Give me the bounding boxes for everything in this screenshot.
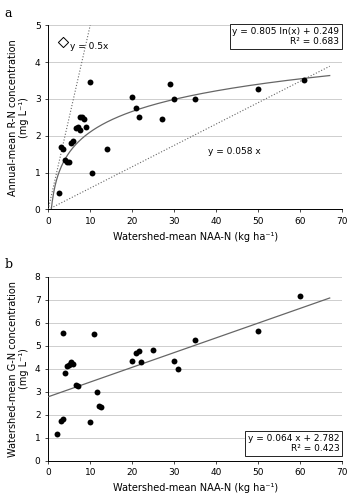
Point [77,114,83,122]
Point [79,114,84,122]
Point [151,346,156,354]
Point [60,144,66,152]
Point [66,362,72,370]
Point [73,381,78,389]
Point [171,95,177,103]
Point [167,80,173,88]
Point [60,38,66,46]
Point [60,329,66,337]
Point [133,348,139,356]
Point [87,418,93,426]
Point [54,430,59,438]
Point [83,122,89,130]
Point [130,93,135,101]
Point [96,402,102,409]
Point [69,139,74,147]
Point [71,360,76,368]
Text: y = 0.5x: y = 0.5x [70,42,108,51]
Text: b: b [4,258,12,271]
Point [58,143,64,151]
Point [104,144,110,152]
Point [256,85,261,93]
Point [192,95,198,103]
Point [176,364,181,372]
Point [94,388,99,396]
Point [81,115,87,123]
Text: y = 0.058 x: y = 0.058 x [208,147,261,156]
Point [192,336,198,344]
Point [159,115,164,123]
Point [62,156,68,164]
Point [171,356,177,364]
Point [77,126,83,134]
Point [87,78,93,86]
Point [56,189,61,197]
Point [92,330,97,338]
Point [62,370,68,378]
Point [58,416,64,424]
Point [98,402,104,410]
Text: a: a [4,6,12,20]
Point [71,138,76,145]
Point [69,358,74,366]
Y-axis label: Annual-mean R-N concentration
(mg L⁻¹): Annual-mean R-N concentration (mg L⁻¹) [8,39,29,196]
X-axis label: Watershed-mean NAA-N (kg ha⁻¹): Watershed-mean NAA-N (kg ha⁻¹) [113,232,278,241]
Point [136,114,141,122]
Point [133,104,139,112]
Text: y = 0.805 ln(x) + 0.249
R² = 0.683: y = 0.805 ln(x) + 0.249 R² = 0.683 [233,27,339,46]
Point [136,348,141,356]
Point [60,416,66,424]
Point [73,124,78,132]
Point [75,122,81,130]
Point [138,358,143,366]
Text: y = 0.064 x + 2.782
R² = 0.423: y = 0.064 x + 2.782 R² = 0.423 [248,434,339,454]
Y-axis label: Watershed-mean G-N concentration
(mg L⁻¹): Watershed-mean G-N concentration (mg L⁻¹… [8,280,29,456]
Point [69,359,74,367]
Point [89,168,95,176]
Point [297,292,303,300]
X-axis label: Watershed-mean NAA-N (kg ha⁻¹): Watershed-mean NAA-N (kg ha⁻¹) [113,483,278,493]
Point [302,76,307,84]
Point [66,158,72,166]
Point [130,356,135,364]
Point [75,382,81,390]
Point [64,158,70,166]
Point [64,362,70,370]
Point [256,328,261,336]
